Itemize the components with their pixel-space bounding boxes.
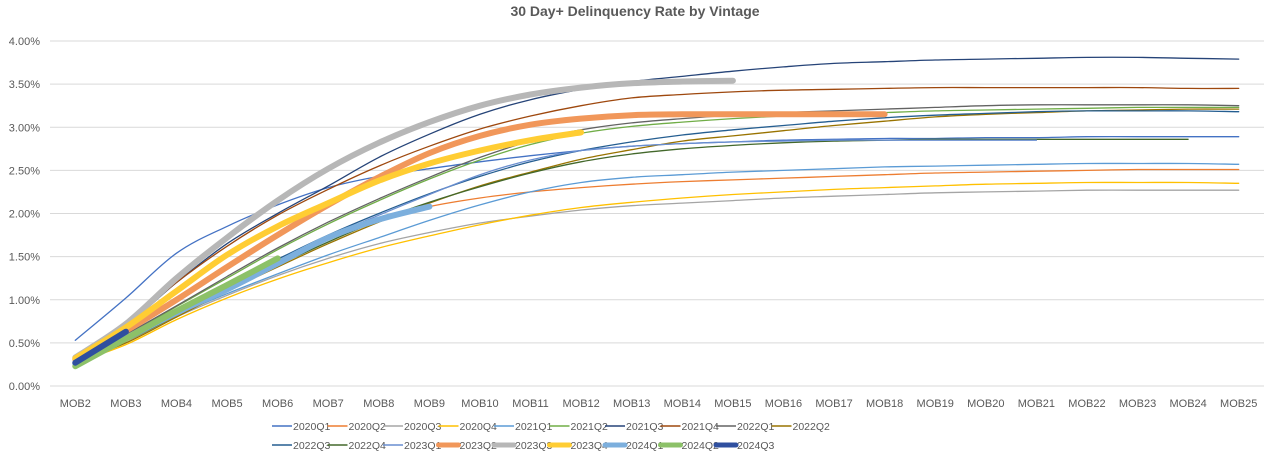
series-line-2021Q1 [74,162,1240,363]
x-tick-label: MOB9 [414,398,445,410]
x-tick-label: MOB10 [461,398,498,410]
y-tick-label: 0.00% [9,381,40,393]
legend-item: 2020Q2 [327,421,387,433]
legend-item: 2023Q2 [436,440,498,452]
series-line-2024Q3 [72,328,129,366]
x-tick-label: MOB6 [262,398,293,410]
series-line-2022Q1 [74,104,1240,360]
x-tick-label: MOB15 [714,398,751,410]
x-tick-label: MOB22 [1068,398,1105,410]
x-tick-label: MOB20 [967,398,1004,410]
x-tick-label: MOB4 [161,398,192,410]
x-axis-ticks: MOB2 MOB3 MOB4 MOB5 MOB6 MOB7 MOB8 MOB9 MOB10 MOB… [60,398,1258,410]
series-line-2020Q3 [74,189,1240,363]
legend-label: 2020Q3 [404,421,442,433]
legend-item: 2023Q1 [383,440,442,452]
y-tick-label: 2.50% [9,165,40,177]
legend-item: 2021Q1 [494,421,553,433]
y-axis-ticks: 0.00% 0.50% 1.00% 1.50% 2.00% 2.50% 3.00% 3.50%… [9,36,40,393]
y-tick-label: 1.00% [9,295,40,307]
series-lines [72,56,1240,370]
legend-label: 2022Q1 [737,421,775,433]
x-tick-label: MOB24 [1169,398,1206,410]
legend-item: 2022Q3 [272,440,331,452]
x-tick-label: MOB3 [110,398,141,410]
x-tick-label: MOB17 [815,398,852,410]
x-tick-label: MOB12 [562,398,599,410]
legend-item: 2022Q4 [327,440,387,452]
legend-label: 2021Q4 [682,421,720,433]
series-line-2023Q4 [72,129,585,362]
series-line-2021Q3 [74,56,1240,359]
legend: 2020Q1 2020Q2 2020Q3 2020Q4 2021Q1 2021Q2 2021… [272,421,830,452]
legend-label: 2024Q2 [682,440,720,452]
series-line-2024Q2 [72,255,281,370]
y-tick-label: 4.00% [9,36,40,48]
y-tick-label: 0.50% [9,338,40,350]
legend-item: 2024Q3 [713,440,775,452]
legend-label: 2021Q2 [571,421,609,433]
legend-item: 2021Q3 [605,421,664,433]
legend-label: 2023Q4 [571,440,609,452]
y-tick-label: 2.00% [9,209,40,221]
legend-label: 2021Q1 [515,421,553,433]
series-line-2020Q4 [74,181,1240,364]
series-line-2021Q4 [74,86,1240,357]
series-line-2021Q2 [74,106,1240,361]
legend-label: 2021Q3 [626,421,664,433]
series-line-2022Q3 [74,110,1240,361]
series-line-2023Q1 [74,139,1038,361]
legend-item: 2020Q1 [272,421,331,433]
legend-label: 2020Q1 [293,421,331,433]
legend-label: 2022Q4 [349,440,387,452]
x-tick-label: MOB16 [765,398,802,410]
y-tick-label: 3.00% [9,122,40,134]
legend-label: 2024Q3 [737,440,775,452]
y-tick-label: 1.50% [9,252,40,264]
x-tick-label: MOB21 [1018,398,1055,410]
x-tick-label: MOB25 [1220,398,1257,410]
legend-label: 2022Q3 [293,440,331,452]
x-tick-label: MOB11 [512,398,548,410]
x-tick-label: MOB13 [613,398,650,410]
legend-item: 2021Q2 [549,421,609,433]
legend-label: 2023Q2 [460,440,498,452]
legend-label: 2023Q1 [404,440,442,452]
legend-item: 2023Q3 [491,440,553,452]
x-tick-label: MOB5 [211,398,242,410]
gridlines [50,40,1264,387]
x-tick-label: MOB14 [664,398,701,410]
series-line-2022Q2 [74,108,1240,363]
legend-item: 2020Q4 [438,421,498,433]
series-line-2023Q2 [72,111,888,363]
legend-item: 2022Q2 [771,421,831,433]
x-tick-label: MOB19 [917,398,954,410]
legend-label: 2020Q2 [349,421,387,433]
x-tick-label: MOB2 [60,398,91,410]
x-tick-label: MOB7 [313,398,344,410]
legend-label: 2020Q4 [460,421,498,433]
legend-item: 2023Q4 [547,440,609,452]
legend-item: 2024Q2 [658,440,720,452]
legend-label: 2024Q1 [626,440,664,452]
legend-label: 2022Q2 [793,421,831,433]
legend-item: 2022Q1 [716,421,775,433]
x-tick-label: MOB23 [1119,398,1156,410]
legend-item: 2024Q1 [602,440,664,452]
x-tick-label: MOB8 [363,398,394,410]
chart-title: 30 Day+ Delinquency Rate by Vintage [510,3,759,19]
series-line-2022Q4 [74,138,1189,362]
legend-item: 2021Q4 [660,421,720,433]
series-line-2023Q3 [72,77,736,361]
x-tick-label: MOB18 [866,398,903,410]
legend-label: 2023Q3 [515,440,553,452]
legend-item: 2020Q3 [383,421,442,433]
y-tick-label: 3.50% [9,79,40,91]
